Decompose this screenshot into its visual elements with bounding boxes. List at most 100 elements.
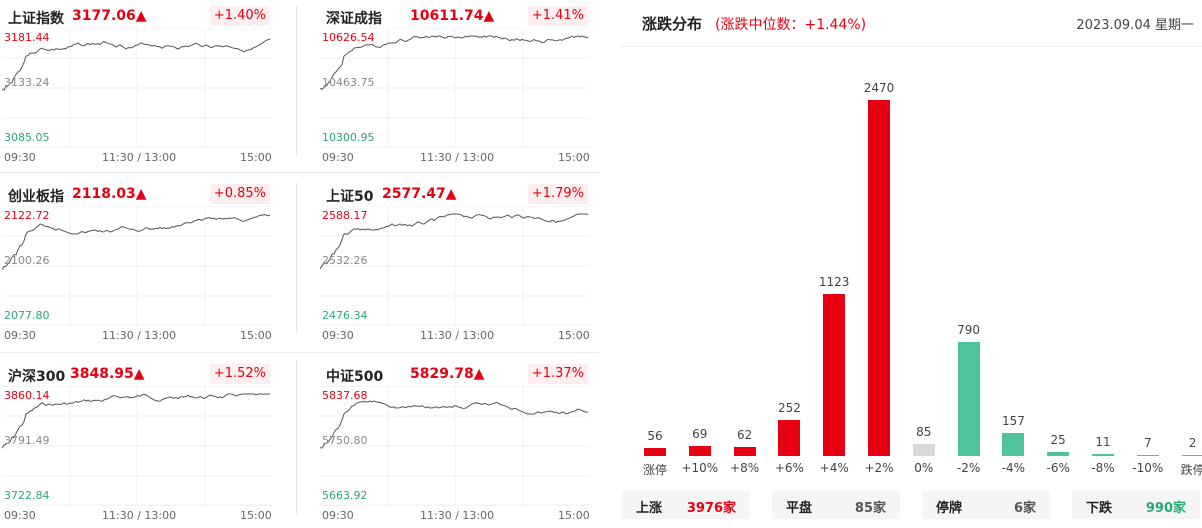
card-header: 沪深300 3848.95▲ +1.52%	[2, 364, 272, 386]
bar-count-label: 56	[647, 428, 663, 443]
index-card[interactable]: 中证500 5829.78▲ +1.37% 5837.68 5750.80 5663.92…	[320, 358, 590, 528]
summary-value: 3976家	[686, 501, 736, 516]
bar-fill	[1002, 433, 1025, 456]
index-card[interactable]: 上证50 2577.47▲ +1.79% 2588.17 2532.26 2476.34 0…	[320, 178, 590, 348]
sparkline-chart	[320, 28, 590, 148]
bar-count-label: 790	[957, 323, 981, 338]
summary-value: 6家	[1013, 501, 1036, 516]
high-label: 2588.17	[322, 209, 368, 222]
distribution-bar	[1002, 433, 1025, 456]
bar-category-label: +6%	[774, 461, 804, 475]
distribution-bar	[823, 294, 846, 456]
row-divider	[0, 172, 600, 173]
sparkline-chart	[2, 206, 272, 326]
index-card[interactable]: 沪深300 3848.95▲ +1.52% 3860.14 3791.49 3722.84…	[2, 358, 272, 528]
distribution-bar	[868, 100, 890, 456]
distribution-bar	[957, 342, 980, 456]
summary-label: 上涨	[636, 501, 663, 516]
bar-category-label: 跌停	[1180, 463, 1202, 477]
summary-item: 下跌 990家	[1072, 491, 1200, 519]
summary-value: 85家	[854, 501, 886, 516]
bar-category-label: 0%	[914, 461, 934, 475]
high-label: 3860.14	[4, 389, 50, 402]
bar-category-label: +2%	[864, 461, 894, 475]
time-start: 09:30	[322, 329, 354, 342]
time-end: 15:00	[240, 151, 272, 164]
price-line	[320, 213, 589, 270]
low-label: 10300.95	[322, 131, 375, 144]
change-badge: +0.85%	[209, 184, 270, 204]
distribution-title: 涨跌分布	[642, 15, 703, 33]
bar-count-label: 252	[777, 400, 801, 415]
column-divider	[296, 360, 297, 515]
index-name: 上证50	[326, 189, 374, 205]
time-start: 09:30	[322, 509, 354, 522]
bar-fill	[823, 294, 846, 456]
time-middle: 11:30 / 13:00	[102, 329, 177, 342]
price-line	[2, 393, 270, 449]
bar-count-label: 85	[916, 424, 932, 439]
mid-label: 3791.49	[4, 434, 50, 447]
time-end: 15:00	[240, 329, 272, 342]
distribution-date: 2023.09.04 星期一	[1076, 18, 1194, 33]
time-end: 15:00	[558, 329, 590, 342]
sparkline-chart	[320, 386, 590, 506]
bar-fill	[644, 447, 666, 456]
bar-category-label: -10%	[1132, 461, 1164, 475]
row-divider	[0, 352, 600, 353]
index-card[interactable]: 深证成指 10611.74▲ +1.41% 10626.54 10463.75 10300…	[320, 0, 590, 170]
change-badge: +1.37%	[527, 364, 588, 384]
bar-count-label: 25	[1050, 433, 1066, 448]
index-name: 创业板指	[8, 189, 64, 205]
distribution-bar	[1181, 455, 1202, 456]
time-end: 15:00	[240, 509, 272, 522]
distribution-bar	[778, 419, 801, 456]
card-header: 上证50 2577.47▲ +1.79%	[320, 184, 590, 206]
distribution-median: (涨跌中位数：+1.44%)	[715, 17, 867, 33]
time-start: 09:30	[4, 329, 36, 342]
bar-count-label: 2	[1188, 436, 1197, 450]
bar-count-label: 11	[1095, 435, 1111, 450]
index-card[interactable]: 上证指数 3177.06▲ +1.40% 3181.44 3133.24 3085.05 0…	[2, 0, 272, 170]
distribution-bar	[1136, 454, 1159, 456]
time-middle: 11:30 / 13:00	[420, 509, 495, 522]
summary-item: 上涨 3976家	[622, 491, 750, 519]
distribution-bar	[1092, 454, 1114, 456]
summary-label: 下跌	[1086, 501, 1113, 516]
bar-fill	[778, 419, 801, 456]
summary-item: 平盘 85家	[772, 491, 900, 519]
mid-label: 2100.26	[4, 254, 50, 267]
index-card[interactable]: 创业板指 2118.03▲ +0.85% 2122.72 2100.26 2077.80 0…	[2, 178, 272, 348]
index-value: 3177.06▲	[72, 8, 147, 24]
bar-fill	[688, 446, 711, 456]
index-value: 5829.78▲	[410, 366, 485, 382]
bar-category-label: -4%	[1001, 461, 1026, 475]
time-middle: 11:30 / 13:00	[420, 329, 495, 342]
bar-count-label: 157	[1001, 414, 1025, 429]
distribution-bar	[644, 447, 666, 456]
bar-fill	[1092, 454, 1114, 456]
time-start: 09:30	[322, 151, 354, 164]
bar-fill	[1047, 452, 1070, 456]
card-header: 深证成指 10611.74▲ +1.41%	[320, 6, 590, 28]
time-middle: 11:30 / 13:00	[102, 509, 177, 522]
mid-label: 10463.75	[322, 76, 375, 89]
bar-fill	[1181, 455, 1202, 456]
time-end: 15:00	[558, 151, 590, 164]
time-end: 15:00	[558, 509, 590, 522]
low-label: 3722.84	[4, 489, 50, 502]
bar-category-label: +8%	[730, 461, 760, 475]
bar-count-label: 2470	[863, 81, 895, 95]
bar-category-label: -8%	[1091, 461, 1115, 475]
column-divider	[296, 183, 297, 333]
low-label: 2077.80	[4, 309, 50, 322]
bar-fill	[733, 447, 756, 456]
index-name: 上证指数	[8, 11, 64, 27]
change-badge: +1.52%	[209, 364, 270, 384]
time-start: 09:30	[4, 509, 36, 522]
mid-label: 5750.80	[322, 434, 368, 447]
change-badge: +1.41%	[527, 6, 588, 26]
card-header: 中证500 5829.78▲ +1.37%	[320, 364, 590, 386]
price-line	[320, 35, 589, 91]
summary-label: 平盘	[786, 501, 813, 516]
